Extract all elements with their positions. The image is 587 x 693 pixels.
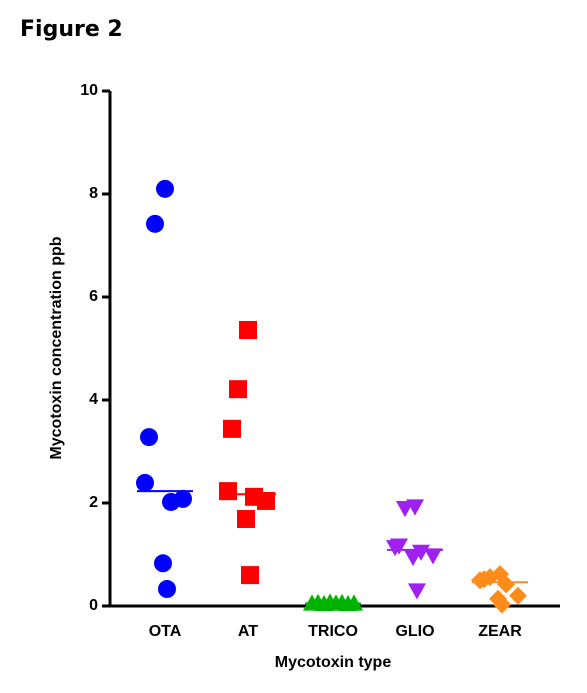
point xyxy=(158,580,176,599)
point xyxy=(424,548,442,565)
point xyxy=(223,419,241,438)
point xyxy=(219,482,237,501)
x-axis-title: Mycotoxin type xyxy=(275,654,392,671)
point xyxy=(509,586,527,605)
x-tick-label: AT xyxy=(238,623,258,640)
point xyxy=(497,575,515,594)
point xyxy=(136,473,154,492)
x-tick-label: GLIO xyxy=(395,623,434,640)
x-tick-label: ZEAR xyxy=(478,623,522,640)
point xyxy=(239,320,257,339)
y-tick-label: 2 xyxy=(89,494,98,511)
point xyxy=(237,509,255,528)
y-tick-label: 8 xyxy=(89,185,98,202)
y-tick-label: 0 xyxy=(89,597,98,614)
y-tick-label: 10 xyxy=(80,82,98,99)
point xyxy=(396,500,414,518)
figure-label: Figure 2 xyxy=(20,17,123,42)
x-tick-label: TRICO xyxy=(308,623,358,640)
y-tick-label: 4 xyxy=(89,391,98,408)
point xyxy=(146,214,164,233)
x-tick-label: OTA xyxy=(149,623,182,640)
point xyxy=(257,491,275,510)
point xyxy=(174,489,192,508)
point xyxy=(241,566,259,585)
point xyxy=(229,380,247,399)
point xyxy=(408,583,426,600)
point xyxy=(154,554,172,573)
y-tick-label: 6 xyxy=(89,288,98,305)
y-axis-title: Mycotoxin concentration ppb xyxy=(48,236,65,459)
point xyxy=(140,428,158,447)
point xyxy=(156,179,174,198)
point xyxy=(471,571,489,590)
point xyxy=(493,595,511,614)
point xyxy=(404,549,422,567)
point xyxy=(386,540,404,557)
